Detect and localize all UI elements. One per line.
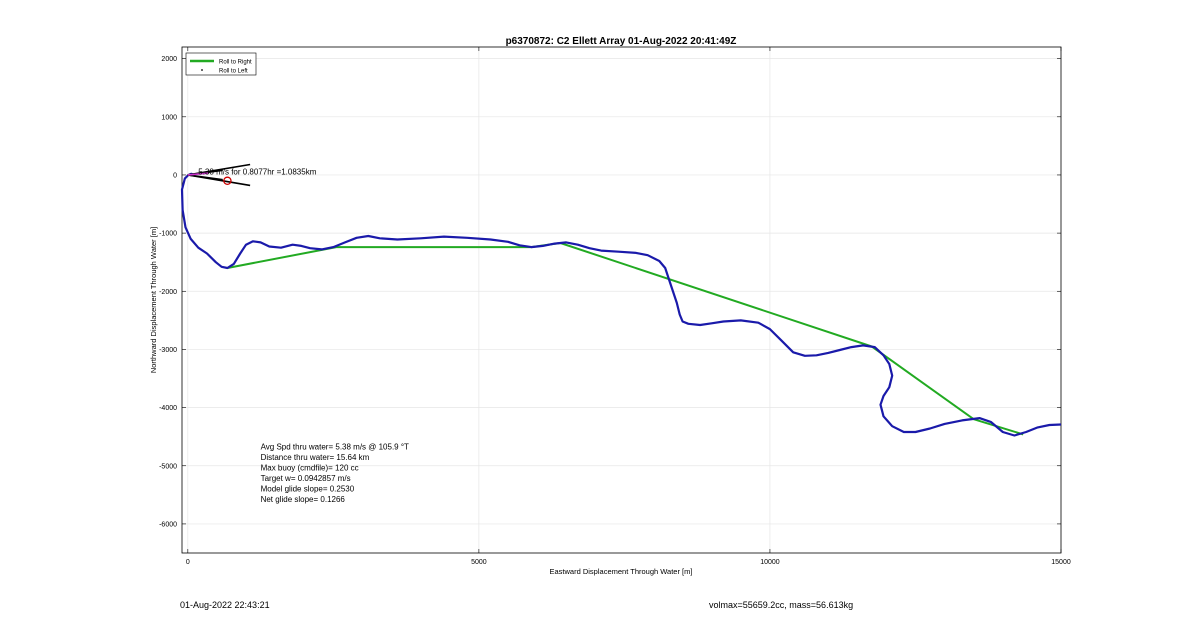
annotation-text: Distance thru water= 15.64 km <box>261 453 370 462</box>
chart-title: p6370872: C2 Ellett Array 01-Aug-2022 20… <box>506 36 737 47</box>
x-tick-label: 0 <box>186 559 190 566</box>
x-tick-label: 5000 <box>471 559 487 566</box>
annotations: 5.38 m/s for 0.8077hr =1.0835km Avg Spd t… <box>198 167 409 503</box>
footer-timestamp: 01-Aug-2022 22:43:21 <box>180 600 270 610</box>
y-tick-label: -6000 <box>159 521 177 528</box>
net-track-line <box>227 242 1024 436</box>
y-axis-label: Northward Displacement Through Water [m] <box>149 227 158 373</box>
ticks: 0 5000 10000 15000200010000-1000-2000-3000-… <box>159 47 1071 566</box>
x-tick-label: 10000 <box>760 559 780 566</box>
annotation-text: Target w= 0.0942857 m/s <box>261 474 351 483</box>
y-tick-label: 0 <box>173 172 177 179</box>
heading-fan-line <box>187 174 223 181</box>
legend-swatch-left <box>201 69 203 71</box>
x-tick-label: 15000 <box>1051 559 1071 566</box>
heading-magenta-line <box>187 172 209 176</box>
y-tick-label: -5000 <box>159 463 177 470</box>
series-lines <box>180 172 1062 437</box>
y-tick-label: 2000 <box>161 56 177 63</box>
annotation-text: Avg Spd thru water= 5.38 m/s @ 105.9 °T <box>261 442 409 451</box>
annotation-text: Max buoy (cmdfile)= 120 cc <box>261 463 359 472</box>
x-axis-label: Eastward Displacement Through Water [m] <box>550 567 693 576</box>
footer-volmax: volmax=55659.2cc, mass=56.613kg <box>709 600 854 610</box>
legend-label-left: Roll to Left <box>219 69 248 75</box>
target-marker <box>223 176 232 186</box>
legend-box <box>185 52 257 76</box>
y-tick-label: -4000 <box>159 405 177 412</box>
annotation-text: 5.38 m/s for 0.8077hr =1.0835km <box>198 167 316 176</box>
annotation-text: Net glide slope= 0.1266 <box>261 495 346 504</box>
legend-label-right: Roll to Right <box>219 60 252 66</box>
plot-frame <box>181 46 1062 554</box>
legend: Roll to Right Roll to Left <box>185 52 257 76</box>
y-tick-label: -1000 <box>159 231 177 238</box>
start-glyph <box>187 163 251 187</box>
annotation-text: Model glide slope= 0.2530 <box>261 484 355 493</box>
y-tick-label: -2000 <box>159 289 177 296</box>
trajectory-line <box>180 172 1062 437</box>
y-tick-label: 1000 <box>161 114 177 121</box>
grid <box>182 47 1062 553</box>
y-tick-label: -3000 <box>159 347 177 354</box>
